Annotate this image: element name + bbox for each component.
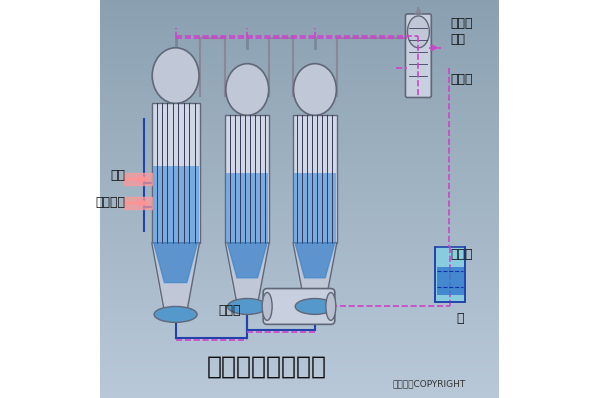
FancyBboxPatch shape	[405, 14, 431, 98]
Polygon shape	[225, 243, 236, 306]
Ellipse shape	[262, 293, 272, 320]
Text: 东方仿真COPYRIGHT: 东方仿真COPYRIGHT	[393, 380, 466, 388]
Text: 冷却水: 冷却水	[450, 73, 473, 86]
Text: 集水池: 集水池	[450, 248, 473, 261]
Polygon shape	[293, 243, 304, 306]
Ellipse shape	[228, 298, 267, 314]
Polygon shape	[225, 243, 269, 306]
Text: 加热蒸汽: 加热蒸汽	[96, 197, 126, 209]
Polygon shape	[227, 243, 267, 278]
Ellipse shape	[295, 298, 335, 314]
Bar	[152, 166, 199, 243]
Bar	[435, 247, 465, 302]
Ellipse shape	[407, 16, 429, 48]
Bar	[152, 103, 200, 243]
Bar	[437, 267, 464, 295]
Ellipse shape	[226, 64, 269, 115]
Polygon shape	[295, 243, 335, 278]
Text: 不凝性
气体: 不凝性 气体	[450, 18, 473, 46]
Bar	[225, 115, 269, 243]
Polygon shape	[293, 243, 337, 306]
Polygon shape	[152, 243, 164, 314]
Polygon shape	[154, 243, 197, 283]
Ellipse shape	[154, 306, 197, 322]
Text: 完成液: 完成液	[219, 304, 241, 317]
Ellipse shape	[152, 48, 199, 103]
Text: 水: 水	[456, 312, 463, 325]
Polygon shape	[152, 243, 200, 314]
Bar	[226, 173, 269, 243]
Bar	[293, 115, 337, 243]
Text: 料液: 料液	[111, 169, 126, 181]
Text: 顺流加料蒸发流程: 顺流加料蒸发流程	[207, 354, 327, 378]
Bar	[294, 173, 336, 243]
Ellipse shape	[326, 293, 336, 320]
FancyBboxPatch shape	[263, 289, 335, 324]
Ellipse shape	[294, 64, 336, 115]
